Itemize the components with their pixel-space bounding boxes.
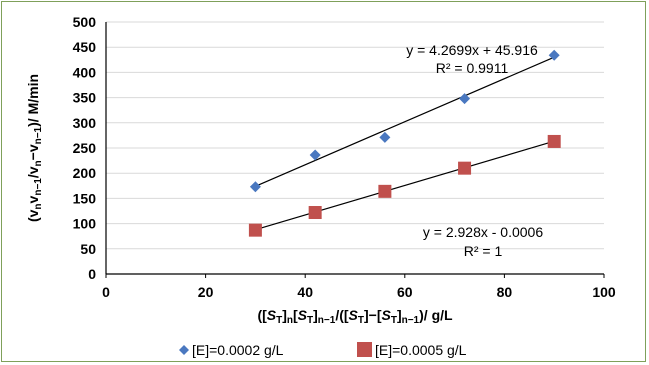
- series1-equation: y = 4.2699x + 45.916: [406, 42, 538, 58]
- legend-square-icon: [357, 342, 372, 357]
- x-axis-title: ([ST]n[ST]n−1/([ST]−[ST]n−1)/ g/L: [257, 307, 453, 326]
- series1-r2: R² = 0.9911: [436, 60, 509, 76]
- y-tick-label: 100: [73, 216, 97, 232]
- y-tick-label: 200: [73, 165, 97, 181]
- x-tick-label: 40: [297, 284, 313, 300]
- legend: [E]=0.0002 g/L [E]=0.0005 g/L: [179, 342, 467, 358]
- trendline-series1: [255, 56, 555, 187]
- data-point-series1: [459, 93, 471, 105]
- trendline-series2: [255, 140, 555, 231]
- data-point-series1: [379, 131, 391, 143]
- x-tick-label: 80: [497, 284, 513, 300]
- y-tick-label: 350: [73, 90, 97, 106]
- y-axis-title: (vnvn−1/vn−vn−1)/ M/min: [25, 74, 44, 222]
- data-point-series2: [378, 184, 392, 198]
- x-tick-label: 60: [397, 284, 413, 300]
- gridlines: [106, 21, 604, 250]
- y-tick-label: 450: [73, 39, 97, 55]
- series2-equation: y = 2.928x - 0.0006: [423, 224, 543, 240]
- legend-label-series2: [E]=0.0005 g/L: [375, 342, 467, 358]
- tick-labels: 0 50 100 150 200 250 300 350 400 450 500 0 20 40 60 80 1…: [73, 14, 616, 300]
- data-point-series2: [248, 223, 262, 237]
- y-tick-label: 300: [73, 115, 97, 131]
- x-tick-label: 20: [198, 284, 214, 300]
- data-point-series1: [249, 181, 261, 193]
- x-tick-label: 100: [592, 284, 616, 300]
- y-tick-label: 50: [80, 241, 96, 257]
- y-tick-label: 400: [73, 64, 97, 80]
- y-tick-label: 150: [73, 190, 97, 206]
- axes: [105, 22, 605, 278]
- legend-diamond-icon: [179, 345, 189, 355]
- y-tick-label: 250: [73, 140, 97, 156]
- data-point-series1: [309, 149, 321, 161]
- x-tick-label: 0: [102, 284, 110, 300]
- y-tick-label: 500: [73, 14, 97, 30]
- data-marks: [248, 49, 561, 237]
- trendlines: [255, 56, 555, 231]
- data-point-series1: [548, 49, 560, 61]
- data-point-series2: [547, 134, 561, 148]
- legend-label-series1: [E]=0.0002 g/L: [192, 342, 284, 358]
- series2-r2: R² = 1: [464, 243, 503, 259]
- data-point-series2: [458, 161, 472, 175]
- y-tick-label: 0: [88, 266, 96, 282]
- data-point-series2: [308, 206, 322, 220]
